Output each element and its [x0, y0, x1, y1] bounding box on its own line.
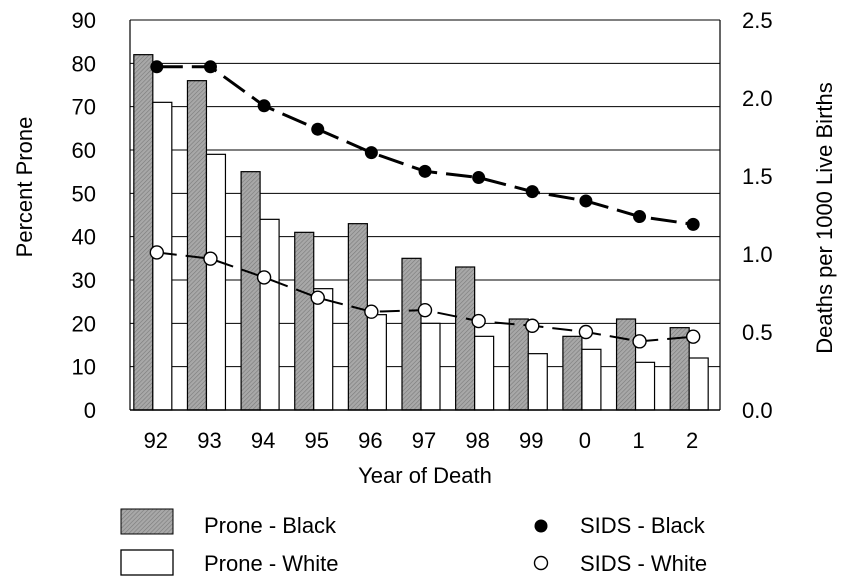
bar-prone-black [133, 54, 154, 411]
bar-prone-white [634, 361, 656, 411]
x-tick-label: 99 [519, 428, 543, 453]
x-tick-label: 96 [358, 428, 382, 453]
point-sids-white [525, 318, 540, 333]
y-axis-left-label: Percent Prone [12, 117, 37, 258]
legend-marker-sids-black [534, 519, 548, 533]
x-tick-label: 92 [144, 428, 168, 453]
point-sids-white [578, 324, 594, 340]
bar-prone-white [366, 314, 387, 411]
bar-prone-black [562, 335, 583, 411]
y-axis-right-label: Deaths per 1000 Live Births [812, 82, 837, 354]
bar-prone-black [508, 318, 529, 411]
y-left-tick-label: 60 [72, 138, 96, 163]
y-right-tick-label: 2.5 [742, 8, 773, 33]
point-sids-black [311, 122, 325, 136]
point-sids-white [310, 290, 325, 305]
point-sids-white [417, 302, 433, 318]
legend-label-prone-black: Prone - Black [204, 513, 337, 538]
x-tick-label: 93 [197, 428, 221, 453]
bar-prone-white [581, 348, 602, 411]
bar-prone-black [294, 231, 315, 411]
y-right-tick-label: 1.0 [742, 242, 773, 267]
point-sids-black [364, 146, 378, 160]
x-tick-label: 95 [304, 428, 328, 453]
bar-prone-black [669, 327, 690, 411]
bar-prone-black [240, 171, 261, 411]
line-sids-black [156, 65, 694, 226]
bar-prone-black [401, 257, 422, 411]
x-tick-label: 94 [251, 428, 275, 453]
x-tick-label: 98 [465, 428, 489, 453]
bar-prone-white [420, 322, 441, 411]
lines [149, 60, 701, 349]
y-left-tick-label: 0 [84, 398, 96, 423]
bar-prone-black [455, 266, 476, 411]
point-sids-black [418, 164, 432, 178]
point-sids-white [685, 329, 701, 344]
y-left-tick-label: 50 [72, 181, 96, 206]
point-sids-black [257, 99, 271, 113]
legend-label-sids-white: SIDS - White [580, 551, 707, 576]
bars [133, 54, 709, 411]
y-left-tick-label: 80 [72, 51, 96, 76]
x-tick-label: 1 [632, 428, 644, 453]
y-left-tick-label: 40 [72, 225, 96, 250]
point-sids-black [525, 185, 539, 199]
legend-swatch-prone-black [120, 508, 174, 535]
x-tick-label: 97 [412, 428, 436, 453]
point-sids-black [633, 210, 647, 224]
point-sids-black [150, 60, 164, 74]
gridlines [130, 19, 720, 411]
x-tick-label: 0 [579, 428, 591, 453]
bar-prone-black [186, 80, 208, 411]
y-left-tick-label: 90 [72, 8, 96, 33]
bar-prone-white [688, 357, 709, 411]
legend-label-sids-black: SIDS - Black [580, 513, 706, 538]
bar-prone-black [615, 318, 637, 411]
bar-prone-white [313, 288, 334, 411]
y-right-tick-label: 0.5 [742, 320, 773, 345]
bar-prone-white [259, 218, 280, 411]
legend-swatch-prone-white [120, 549, 174, 576]
point-sids-black [203, 60, 217, 74]
y-left-tick-label: 30 [72, 268, 96, 293]
y-left-tick-label: 70 [72, 95, 96, 120]
y-right-tick-label: 2.0 [742, 86, 773, 111]
legend-marker-sids-white [533, 555, 549, 571]
y-right-tick-label: 1.5 [742, 164, 773, 189]
plot-frame [129, 20, 721, 411]
point-sids-white [256, 270, 272, 285]
x-axis-label: Year of Death [358, 463, 492, 488]
x-tick-label: 2 [686, 428, 698, 453]
bar-prone-white [474, 335, 495, 411]
y-left-tick-label: 10 [72, 355, 96, 380]
legend-label-prone-white: Prone - White [204, 551, 339, 576]
point-sids-white [203, 251, 218, 266]
bar-prone-white [205, 153, 227, 411]
bar-prone-black [347, 223, 368, 411]
point-sids-white [632, 334, 647, 349]
y-left-tick-label: 20 [72, 311, 96, 336]
point-sids-black [579, 194, 593, 208]
bar-prone-white [527, 353, 548, 411]
point-sids-white [364, 304, 379, 319]
point-sids-white [149, 245, 165, 260]
y-right-tick-label: 0.0 [742, 398, 773, 423]
legend: Prone - Black Prone - White SIDS - Black… [120, 508, 707, 576]
point-sids-black [472, 171, 486, 185]
point-sids-white [471, 313, 486, 329]
point-sids-black [686, 217, 700, 231]
